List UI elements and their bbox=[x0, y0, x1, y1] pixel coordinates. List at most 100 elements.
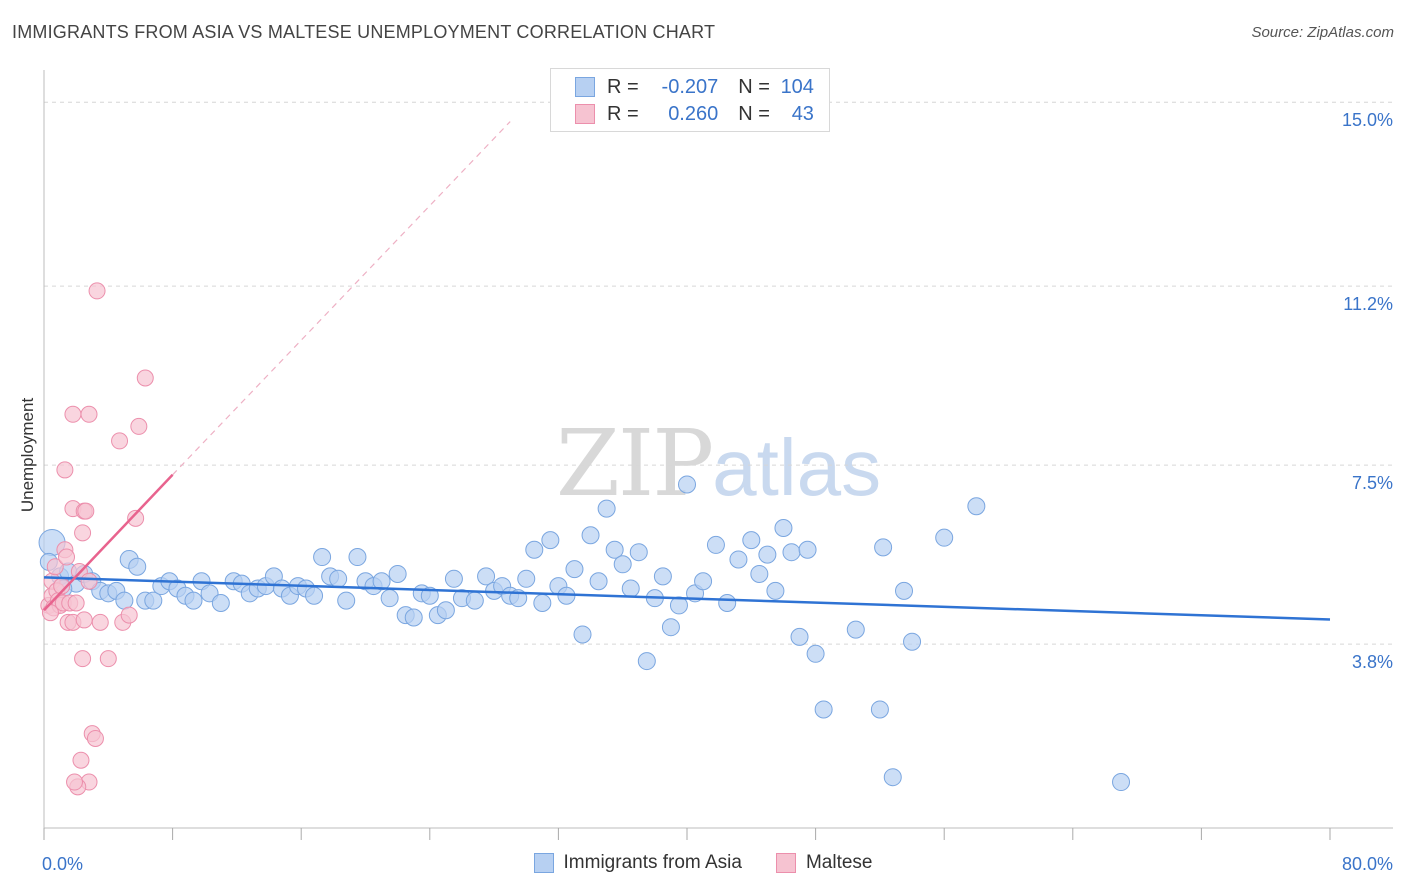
legend-r-value: -0.207 bbox=[661, 75, 719, 98]
point-asia bbox=[758, 545, 777, 564]
point-maltese bbox=[72, 751, 90, 769]
point-asia bbox=[766, 581, 785, 600]
legend-r-label: R = bbox=[607, 75, 639, 98]
point-asia bbox=[337, 591, 356, 610]
point-asia bbox=[750, 564, 769, 583]
legend-swatch-blue bbox=[533, 853, 554, 873]
y-tick-label: 11.2% bbox=[1343, 294, 1393, 314]
point-asia bbox=[621, 579, 640, 598]
point-asia bbox=[436, 601, 455, 620]
watermark-zip: ZIP bbox=[556, 410, 714, 517]
point-asia bbox=[565, 560, 584, 579]
point-asia bbox=[895, 581, 914, 600]
point-asia bbox=[637, 652, 656, 671]
point-asia bbox=[517, 569, 536, 588]
y-tick-label: 3.8% bbox=[1352, 652, 1393, 672]
watermark-atlas: atlas bbox=[712, 423, 882, 512]
point-asia bbox=[782, 543, 801, 562]
legend-item-asia[interactable]: Immigrants from Asia bbox=[533, 852, 742, 874]
point-maltese bbox=[77, 502, 95, 520]
point-asia bbox=[798, 540, 817, 559]
point-asia bbox=[525, 540, 544, 559]
x-tick-label-min: 0.0% bbox=[42, 854, 83, 874]
point-asia bbox=[903, 632, 922, 651]
point-maltese bbox=[46, 558, 64, 576]
point-asia bbox=[444, 569, 463, 588]
point-asia bbox=[774, 519, 793, 537]
point-asia bbox=[465, 591, 484, 610]
point-asia bbox=[653, 567, 672, 586]
point-asia bbox=[329, 569, 348, 588]
series-legend: Immigrants from Asia Maltese bbox=[0, 852, 1406, 874]
point-asia bbox=[742, 531, 761, 550]
point-maltese bbox=[127, 509, 145, 527]
point-asia bbox=[870, 700, 889, 719]
point-asia bbox=[211, 594, 230, 612]
point-maltese bbox=[64, 405, 82, 423]
point-asia bbox=[581, 526, 600, 545]
point-asia bbox=[541, 531, 560, 550]
point-maltese bbox=[120, 606, 138, 624]
point-asia bbox=[477, 567, 496, 586]
y-tick-label: 7.5% bbox=[1352, 473, 1393, 493]
legend-label-maltese: Maltese bbox=[805, 852, 873, 873]
point-maltese bbox=[136, 369, 154, 387]
point-asia bbox=[874, 538, 893, 557]
point-asia bbox=[706, 535, 725, 554]
point-asia bbox=[372, 572, 391, 591]
point-asia bbox=[718, 594, 737, 612]
point-asia bbox=[128, 557, 147, 576]
point-asia bbox=[589, 572, 608, 591]
point-asia bbox=[678, 475, 696, 494]
series-maltese bbox=[40, 282, 154, 796]
point-maltese bbox=[88, 282, 106, 300]
point-asia bbox=[380, 589, 399, 608]
point-asia bbox=[305, 586, 324, 605]
chart-title: IMMIGRANTS FROM ASIA VS MALTESE UNEMPLOY… bbox=[12, 22, 716, 42]
legend-n-value: 43 bbox=[791, 102, 814, 125]
point-maltese bbox=[91, 613, 109, 631]
point-maltese bbox=[99, 650, 117, 668]
point-maltese bbox=[111, 432, 129, 450]
point-maltese bbox=[130, 417, 148, 435]
point-maltese bbox=[74, 650, 92, 668]
point-maltese bbox=[74, 524, 92, 542]
trend-line-maltese-extended bbox=[172, 121, 511, 476]
legend-item-maltese[interactable]: Maltese bbox=[775, 852, 873, 874]
point-asia bbox=[115, 591, 134, 610]
watermark: ZIPatlas bbox=[556, 410, 881, 517]
axes bbox=[43, 70, 1393, 840]
legend-n-value: 104 bbox=[780, 75, 814, 98]
legend-row-maltese: R = 0.260 N = 43 bbox=[575, 102, 814, 126]
point-asia bbox=[533, 594, 552, 612]
x-tick-label-max: 80.0% bbox=[1342, 854, 1393, 874]
legend-swatch-pink bbox=[575, 104, 595, 124]
legend-r-value: 0.260 bbox=[668, 102, 719, 125]
point-maltese bbox=[56, 461, 74, 479]
trend-line-maltese bbox=[43, 473, 174, 612]
legend-n-label: N = bbox=[738, 75, 770, 98]
legend-r-label: R = bbox=[607, 102, 639, 125]
point-asia bbox=[184, 591, 203, 610]
point-asia bbox=[420, 586, 439, 605]
gridlines bbox=[44, 101, 1393, 645]
point-asia bbox=[883, 768, 902, 787]
legend-label-asia: Immigrants from Asia bbox=[563, 852, 742, 873]
legend-swatch-blue bbox=[575, 77, 595, 97]
point-asia bbox=[935, 528, 954, 547]
point-maltese bbox=[80, 572, 98, 590]
point-maltese bbox=[58, 548, 76, 566]
legend-n-label: N = bbox=[738, 102, 770, 125]
trend-extension-layer bbox=[172, 121, 511, 476]
point-asia bbox=[605, 540, 624, 559]
point-asia bbox=[613, 555, 632, 574]
point-maltese bbox=[86, 729, 104, 747]
trend-line-asia bbox=[43, 576, 1331, 621]
point-asia bbox=[348, 548, 367, 567]
point-asia bbox=[388, 564, 407, 583]
point-asia bbox=[573, 625, 592, 644]
point-asia bbox=[967, 497, 986, 516]
point-asia bbox=[404, 608, 423, 627]
point-asia bbox=[1112, 773, 1131, 792]
